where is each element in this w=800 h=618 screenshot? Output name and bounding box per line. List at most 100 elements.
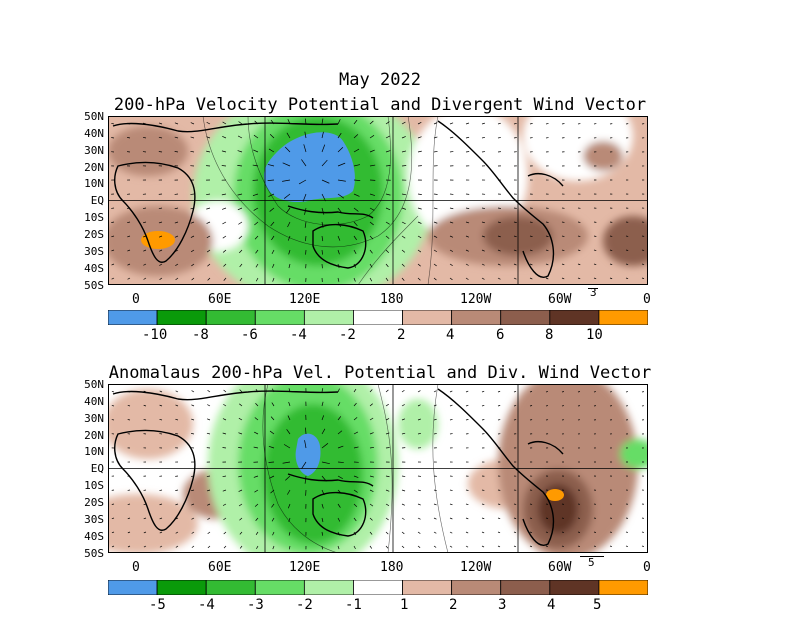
- wind-vector: [449, 151, 454, 153]
- wind-vector: [401, 221, 406, 225]
- wind-vector: [282, 162, 291, 167]
- wind-vector: [465, 503, 469, 506]
- wind-vector: [127, 207, 131, 209]
- divergent-wind-vectors: [111, 118, 645, 282]
- wind-vector: [304, 440, 307, 449]
- wind-vector: [369, 164, 376, 167]
- wind-vector: [302, 193, 307, 202]
- colorbar-swatch: [156, 580, 207, 595]
- wind-vector: [513, 390, 517, 393]
- wind-vector: [529, 531, 533, 533]
- wind-vector: [255, 249, 259, 254]
- wind-vector: [481, 207, 486, 209]
- wind-vector: [465, 531, 469, 534]
- lon-label: 60W: [548, 292, 572, 307]
- wind-vector: [417, 249, 422, 253]
- wind-vector: [513, 531, 517, 534]
- wind-vector: [223, 517, 227, 521]
- wind-vector: [223, 277, 227, 281]
- wind-vector: [238, 417, 243, 421]
- minimum-region: [263, 132, 355, 203]
- wind-vector: [321, 428, 326, 435]
- wind-vector: [497, 503, 501, 505]
- wind-vector: [321, 207, 325, 215]
- colorbar-swatch: [303, 310, 354, 325]
- lat-label: 30N: [84, 412, 104, 425]
- wind-vector: [529, 391, 533, 393]
- wind-vector: [255, 388, 259, 393]
- wind-vector: [252, 164, 259, 167]
- wind-vector: [158, 207, 163, 210]
- wind-vector: [353, 446, 359, 449]
- lon-label: 60W: [548, 560, 572, 575]
- wind-vector: [287, 235, 291, 241]
- wind-vector: [433, 221, 438, 224]
- lon-label: 60E: [208, 560, 232, 575]
- wind-vector: [593, 249, 597, 251]
- wind-vector: [207, 404, 211, 407]
- wind-vector: [449, 207, 454, 210]
- wind-vector: [127, 249, 131, 252]
- wind-vector: [353, 402, 357, 407]
- wind-vector: [207, 531, 211, 535]
- wind-vector: [111, 137, 115, 139]
- wind-vector: [127, 277, 131, 280]
- wind-vector: [369, 120, 374, 125]
- wind-vector: [513, 249, 517, 252]
- colorbar-swatch: [254, 580, 305, 595]
- wind-vector: [321, 388, 324, 393]
- colorbar-swatch: [205, 580, 256, 595]
- wind-vector: [545, 545, 549, 548]
- wind-vector: [401, 389, 405, 393]
- wind-vector: [385, 475, 390, 478]
- wind-vector: [417, 432, 422, 435]
- wind-vector: [433, 517, 437, 520]
- brown-region: [603, 216, 648, 266]
- colorbar-swatch: [598, 310, 648, 325]
- wind-vector: [369, 517, 373, 521]
- wind-vector: [143, 249, 147, 252]
- wind-vector: [270, 119, 275, 125]
- wind-vector: [159, 249, 163, 252]
- wind-vector: [256, 545, 259, 549]
- wind-vector: [593, 545, 597, 547]
- colorbar-label: -4: [198, 597, 215, 613]
- wind-vector: [159, 545, 163, 548]
- wind-vector: [159, 404, 163, 407]
- wind-vector: [369, 135, 375, 139]
- wind-vector: [267, 179, 275, 181]
- wind-vector: [417, 150, 422, 153]
- wind-vector: [417, 235, 422, 239]
- lon-label: 0: [643, 560, 651, 575]
- wind-vector: [385, 403, 389, 407]
- wind-vector: [222, 432, 227, 435]
- wind-vector: [221, 207, 227, 210]
- wind-vector: [337, 162, 346, 167]
- wind-vector: [175, 517, 179, 520]
- wind-vector: [401, 404, 405, 407]
- wind-vector: [127, 503, 131, 505]
- wind-vector: [497, 263, 501, 266]
- wind-vector: [337, 475, 343, 479]
- wind-vector: [321, 415, 325, 421]
- wind-vector: [417, 136, 422, 139]
- wind-vector: [111, 122, 115, 125]
- wind-vector: [223, 545, 227, 549]
- wind-vector: [239, 531, 243, 535]
- wind-vector: [287, 503, 291, 509]
- wind-vector: [401, 277, 405, 281]
- minimum-region: [295, 433, 321, 476]
- wind-vector: [481, 263, 485, 266]
- wind-vector: [417, 545, 421, 548]
- wind-vector: [253, 207, 259, 211]
- wind-vector: [223, 263, 227, 267]
- wind-vector: [369, 475, 374, 478]
- wind-vector: [609, 263, 613, 265]
- colorbar-label: -2: [339, 327, 356, 343]
- wind-vector: [191, 404, 195, 407]
- wind-vector: [321, 531, 324, 536]
- wind-vector: [127, 263, 131, 266]
- colorbar-swatch: [156, 310, 207, 325]
- wind-vector: [127, 221, 131, 224]
- wind-vector: [191, 433, 195, 435]
